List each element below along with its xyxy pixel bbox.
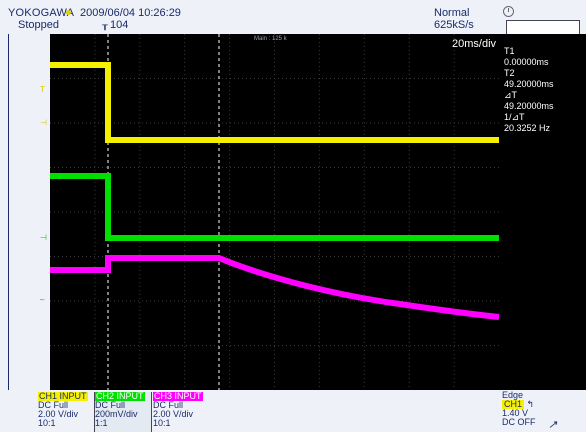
ch1-ground-marker-icon: ⊣: [40, 118, 47, 127]
ch3-title: CH3 INPUT: [153, 391, 203, 401]
cursor-t2-label: T2: [504, 68, 515, 78]
ch3-settings[interactable]: CH3 INPUT DC Full 2.00 V/div 10:1: [153, 392, 211, 428]
ch3-scale: 2.00 V/div: [153, 409, 194, 419]
ch2-settings[interactable]: CH2 INPUT DC Full 200mV/div 1:1: [94, 392, 152, 432]
cursor-readout-panel: [499, 34, 586, 390]
cursor-t1-value: 0.00000ms: [504, 57, 549, 67]
datetime-label: 2009/06/04 10:26:29: [80, 7, 181, 19]
graticule-grid: [50, 34, 499, 390]
cursor-inv-dt-value: 20.3252 Hz: [504, 123, 551, 133]
brand-logo: YOKOGAWA: [8, 7, 75, 19]
ch2-coupling: DC Full: [95, 400, 126, 410]
cursor-t2-value: 49.20000ms: [504, 79, 554, 89]
trigger-level: 1.40 V: [502, 408, 529, 418]
record-marker-icon: ┰: [102, 20, 108, 30]
ch1-settings[interactable]: CH1 INPUT DC Full 2.00 V/div 10:1: [38, 392, 96, 428]
trigger-slope-icon: ↗: [548, 419, 558, 431]
ch2-scale: 200mV/div: [95, 409, 138, 419]
marker-strip-divider: [8, 34, 9, 390]
rising-edge-icon: ↰: [526, 399, 535, 409]
record-number: ┰ 104: [100, 19, 128, 31]
trigger-settings[interactable]: Edge CH1 ↰ 1.40 V DC OFF: [502, 391, 536, 427]
record-number-value: 104: [110, 19, 129, 31]
acquisition-mode: Normal: [434, 7, 470, 19]
trigger-filter: DC OFF: [502, 417, 536, 427]
waveform-display: [50, 34, 499, 390]
clock-icon: [503, 6, 514, 17]
status-area: [500, 4, 582, 36]
ch1-coupling: DC Full: [38, 400, 69, 410]
sample-rate: 625kS/s: [434, 19, 474, 31]
ch2-title: CH2 INPUT: [95, 391, 145, 401]
waveform-screen: [50, 34, 499, 390]
ch1-scale: 2.00 V/div: [38, 409, 79, 419]
cursor-dt-label: ⊿T: [504, 90, 518, 100]
cursor-t1-label: T1: [504, 46, 515, 56]
ch1-trigger-level-marker-icon: T: [40, 85, 45, 94]
ch2-waveform: [50, 173, 499, 241]
zoom-label: Main : 125 k: [254, 36, 287, 42]
cursor-inv-dt-label: 1/⊿T: [504, 112, 525, 122]
ch2-ground-marker-icon: ⊣: [40, 233, 47, 242]
ch3-ground-marker-icon: –: [40, 295, 45, 304]
ch3-probe: 10:1: [153, 418, 171, 428]
ch1-waveform: [50, 62, 499, 143]
acquisition-indicator-icon: [66, 10, 71, 15]
trigger-source: CH1: [502, 399, 525, 409]
trigger-type: Edge: [502, 390, 524, 400]
ch3-coupling: DC Full: [153, 400, 184, 410]
time-per-div: 20ms/div: [452, 38, 497, 50]
status-header: YOKOGAWA 2009/06/04 10:26:29 Stopped ┰ 10…: [0, 0, 586, 36]
ch1-title: CH1 INPUT: [38, 391, 88, 401]
ch1-probe: 10:1: [38, 418, 56, 428]
ch2-probe: 1:1: [95, 418, 108, 428]
ch3-waveform: [50, 255, 499, 320]
acquisition-state: Stopped: [18, 19, 59, 31]
cursor-dt-value: 49.20000ms: [504, 101, 554, 111]
